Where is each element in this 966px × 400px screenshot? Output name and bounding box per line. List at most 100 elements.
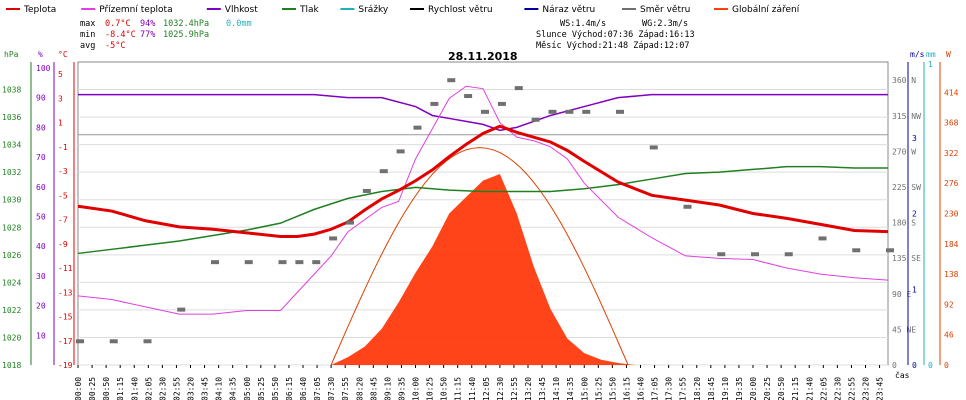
time-tick-label: 19:35 [735,377,744,400]
temp-tick-label: -13 [58,288,73,297]
temp-tick-label: -9 [58,240,68,249]
wind-dir-mark [413,125,422,130]
time-tick-label: 14:35 [566,377,575,400]
time-tick-label: 01:15 [116,377,125,400]
time-tick-label: 03:20 [187,377,196,400]
wind-dir-mark [497,101,506,106]
stats-min-press: 1025.9hPa [163,30,209,40]
time-tick-label: 08:45 [369,377,378,400]
clear-sky-curve [330,147,629,366]
time-tick-label: 18:45 [707,377,716,400]
time-tick-label: 09:35 [397,377,406,400]
time-tick-label: 17:55 [679,377,688,400]
wind-dir-mark [464,94,473,99]
time-tick-label: 16:15 [622,377,631,400]
legend-item-label: Teplota [23,5,56,15]
time-tick-label: 13:20 [524,377,533,400]
time-tick-label: 10:25 [426,377,435,400]
wind-tick-label: 0 [912,361,917,370]
temp-tick-label: -7 [58,216,68,225]
hum-tick-label: 10 [36,331,46,340]
temp-tick-label: -5 [58,191,68,200]
time-tick-label: 16:40 [637,377,646,400]
time-tick-label: 00:25 [88,377,97,400]
time-tick-label: 07:55 [341,377,350,400]
wind-dir-mark [211,260,219,265]
stats-min-hum: 77% [140,30,155,40]
series-vlhkost [78,93,888,132]
time-tick-label: 13:45 [538,377,547,400]
temp-tick-label: -17 [58,337,73,346]
series-prizemni-teplota [77,85,889,315]
time-tick-label: 05:00 [243,377,252,400]
time-tick-label: 04:35 [229,377,238,400]
dir-tick-label: 315 NW [892,112,921,121]
time-tick-label: 15:50 [608,377,617,400]
time-tick-label: 05:25 [257,377,266,400]
wind-dir-mark [379,169,388,174]
time-tick-label: 20:50 [777,377,786,400]
wind-dir-mark [244,260,253,265]
time-tick-label: 04:10 [215,377,224,400]
time-tick-label: 11:15 [454,377,463,400]
rain-unit: mm [926,50,936,59]
time-tick-label: 00:00 [74,377,83,400]
pressure-tick-label: 1034 [2,141,21,150]
time-tick-label: 21:40 [805,377,814,400]
stats-max-rain: 0.0mm [226,19,252,29]
stats-min-temp: -8.4°C [105,30,136,40]
time-tick-label: 14:10 [552,377,561,400]
pressure-tick-label: 1036 [2,113,21,122]
hum-unit: % [38,50,43,59]
stats-max-press: 1032.4hPa [163,19,209,29]
wind-dir-mark [396,149,405,154]
legend-item-label: Tlak [299,5,320,15]
wind-dir-mark [109,339,118,344]
wind-dir-mark [514,86,523,91]
wind-dir-mark [362,188,371,193]
wind-dir-mark [649,145,658,150]
time-tick-label: 02:30 [158,377,167,400]
time-tick-label: 12:55 [510,377,519,400]
hum-tick-label: 50 [36,212,46,221]
hum-tick-label: 90 [36,94,46,103]
wind-dir-mark [784,252,793,257]
stats-avg-label: avg [80,41,95,51]
rad-tick-label: 184 [944,240,959,249]
time-tick-label: 02:05 [144,377,153,400]
wind-dir-mark [818,236,827,241]
astro-sun: Slunce Východ:07:36 Západ:16:13 [536,30,695,40]
wind-dir-mark [447,78,456,83]
time-tick-label: 12:05 [482,377,491,400]
astro-wg: WG:2.3m/s [642,19,688,29]
wind-tick-label: 2 [912,210,917,219]
stats-max-hum: 94% [140,19,155,29]
temp-tick-label: 1 [58,119,63,128]
time-tick-label: 05:50 [271,377,280,400]
stats-avg-temp: -5°C [105,41,125,51]
pressure-tick-label: 1024 [2,278,21,287]
rad-unit: W [946,50,951,59]
rad-tick-label: 46 [944,331,954,340]
stats-max-label: max [80,19,95,29]
time-tick-label: 02:55 [172,377,181,400]
temp-tick-label: -3 [58,167,68,176]
wind-dir-mark [717,252,726,257]
time-tick-label: 20:00 [749,377,758,400]
hum-tick-label: 100 [36,64,51,73]
pressure-tick-label: 1032 [2,168,21,177]
wind-dir-mark [430,101,439,106]
chart-title: 28.11.2018 [448,50,518,63]
wind-dir-mark [616,109,624,114]
temp-tick-label: -15 [58,313,73,322]
wind-dir-mark [481,109,489,114]
time-tick-label: 07:05 [313,377,322,400]
wind-dir-mark [886,248,894,253]
temp-tick-label: 3 [58,94,63,103]
time-tick-label: 17:05 [651,377,660,400]
stats-max-temp: 0.7°C [105,19,131,29]
time-tick-label: 19:10 [721,377,730,400]
temp-tick-label: -11 [58,264,73,273]
